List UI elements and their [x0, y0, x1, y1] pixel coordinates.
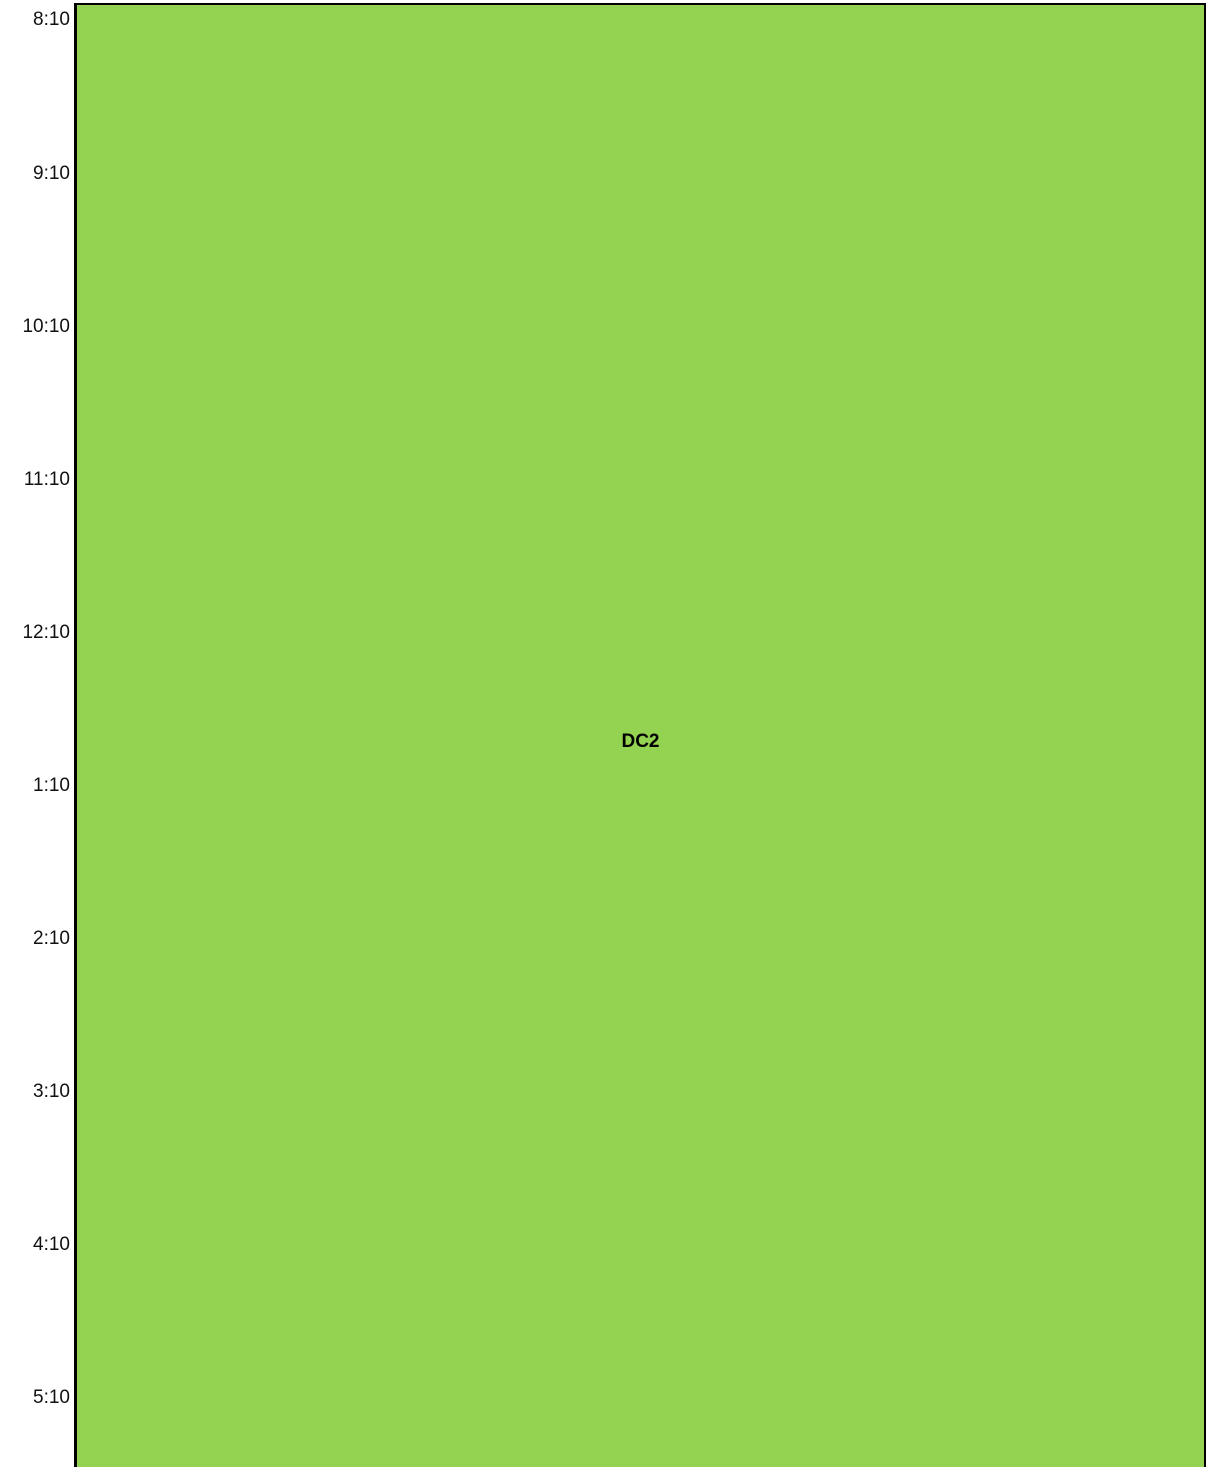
time-label-7: 3:10 — [33, 1081, 70, 1102]
time-label-4: 12:10 — [22, 622, 70, 643]
event-block-dc2[interactable]: DC2 — [74, 3, 1206, 1467]
event-title: DC2 — [621, 731, 660, 752]
time-label-0: 8:10 — [33, 9, 70, 30]
time-label-8: 4:10 — [33, 1234, 70, 1255]
time-axis: 8:10 9:10 10:10 11:10 12:10 1:10 2:10 3:… — [0, 0, 74, 1467]
time-label-3: 11:10 — [23, 469, 70, 490]
time-label-9: 5:10 — [33, 1387, 70, 1408]
time-label-6: 2:10 — [33, 928, 70, 949]
time-label-1: 9:10 — [33, 163, 70, 184]
time-label-2: 10:10 — [22, 316, 70, 337]
time-label-5: 1:10 — [33, 775, 70, 796]
